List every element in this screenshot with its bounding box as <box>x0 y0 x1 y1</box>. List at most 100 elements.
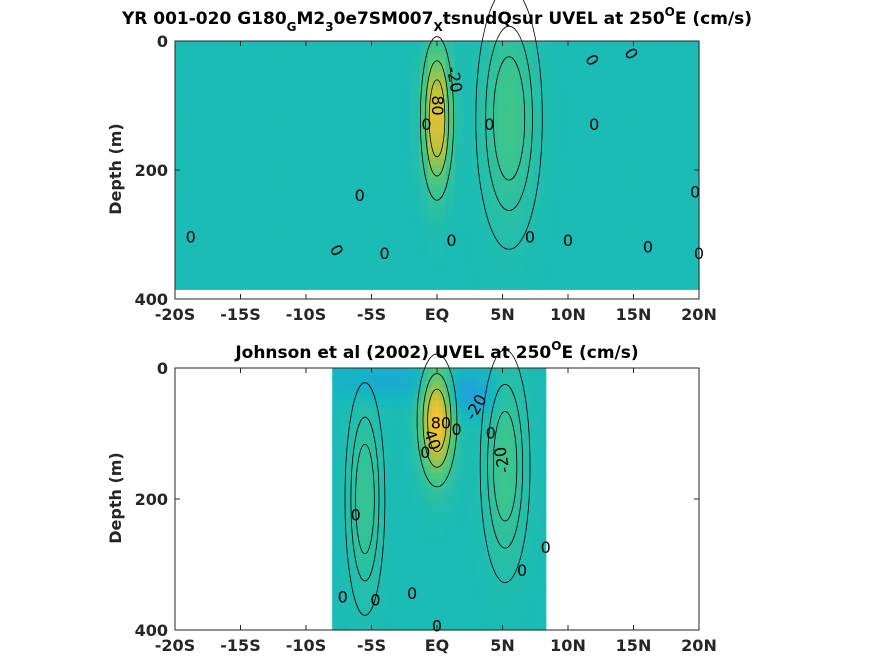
heatmap-cell <box>538 518 543 526</box>
heatmap-cell <box>357 413 362 421</box>
heatmap-cell <box>471 252 482 259</box>
heatmap-cell <box>335 590 340 598</box>
heatmap-cell <box>481 623 486 631</box>
heatmap-cell <box>201 84 211 92</box>
heatmap-cell <box>371 459 376 467</box>
contour-label: 0 <box>186 228 196 247</box>
heatmap-cell <box>456 603 461 611</box>
heatmap-cell <box>384 96 394 104</box>
heatmap-cell <box>585 270 595 278</box>
heatmap-cell <box>524 283 534 290</box>
heatmap-cell <box>262 264 272 272</box>
heatmap-cell <box>314 96 325 104</box>
heatmap-cell <box>421 616 426 625</box>
heatmap-cell <box>474 446 479 454</box>
heatmap-cell <box>533 190 543 197</box>
heatmap-cell <box>192 59 202 67</box>
heatmap-cell <box>559 202 569 210</box>
heatmap-cell <box>244 140 255 148</box>
heatmap-cell <box>438 466 444 474</box>
heatmap-cell <box>602 41 613 48</box>
heatmap-cell <box>410 127 421 135</box>
heatmap-cell <box>524 190 534 197</box>
heatmap-cell <box>480 152 490 160</box>
heatmap-cell <box>389 603 394 611</box>
heatmap-cell <box>517 387 522 395</box>
heatmap-cell <box>392 426 397 435</box>
heatmap-cell <box>541 127 552 135</box>
heatmap-cell <box>568 127 578 135</box>
heatmap-cell <box>410 239 421 247</box>
heatmap-cell <box>594 146 604 154</box>
heatmap-cell <box>410 518 415 526</box>
heatmap-cell <box>428 538 433 546</box>
heatmap-cell <box>332 479 337 487</box>
contour-label: 0 <box>541 538 551 557</box>
heatmap-cell <box>489 146 499 154</box>
heatmap-cell <box>431 551 437 559</box>
heatmap-cell <box>236 283 246 290</box>
heatmap-cell <box>371 551 376 559</box>
heatmap-cell <box>446 590 451 598</box>
heatmap-cell <box>358 208 368 216</box>
heatmap-cell <box>503 459 508 467</box>
heatmap-cell <box>236 221 246 228</box>
heatmap-cell <box>297 214 307 222</box>
contour-line <box>344 382 386 616</box>
heatmap-cell <box>424 525 429 533</box>
heatmap-cell <box>392 590 397 598</box>
heatmap-cell <box>262 127 272 135</box>
heatmap-cell <box>306 264 316 272</box>
heatmap-cell <box>690 152 700 160</box>
heatmap-cell <box>467 374 472 382</box>
heatmap-cell <box>349 214 359 222</box>
heatmap-cell <box>417 610 422 618</box>
heatmap-cell <box>568 177 578 185</box>
heatmap-cell <box>681 264 691 272</box>
heatmap-cell <box>367 252 377 259</box>
heatmap-cell <box>620 146 630 154</box>
heatmap-cell <box>382 505 387 513</box>
heatmap-cell <box>253 183 263 191</box>
heatmap-cell <box>542 407 547 415</box>
heatmap-cell <box>403 584 408 592</box>
heatmap-cell <box>481 544 486 552</box>
heatmap-cell <box>460 420 465 428</box>
heatmap-cell <box>332 518 337 526</box>
heatmap-cell <box>297 127 307 135</box>
heatmap-cell <box>183 72 194 79</box>
heatmap-cell <box>417 623 422 631</box>
heatmap-cell <box>367 479 372 487</box>
heatmap-cell <box>531 610 536 618</box>
heatmap-cell <box>467 577 472 585</box>
heatmap-cell <box>262 72 272 79</box>
heatmap-cell <box>585 84 595 92</box>
heatmap-cell <box>480 84 490 92</box>
heatmap-cell <box>428 276 438 284</box>
heatmap-cell <box>602 208 613 216</box>
heatmap-cell <box>209 202 220 210</box>
heatmap-cell <box>481 446 486 454</box>
heatmap-cell <box>637 165 648 172</box>
heatmap-cell <box>358 84 368 92</box>
heatmap-cell <box>339 368 344 376</box>
heatmap-cell <box>485 590 490 598</box>
heatmap-cell <box>524 109 534 117</box>
heatmap-cell <box>175 239 185 247</box>
heatmap-cell <box>340 252 351 259</box>
heatmap-cell <box>175 190 185 197</box>
heatmap-cell <box>531 571 536 579</box>
heatmap-cell <box>209 78 220 86</box>
heatmap-cell <box>339 426 344 435</box>
heatmap-cell <box>375 134 386 141</box>
heatmap-cell <box>271 53 281 61</box>
heatmap-cell <box>531 544 536 552</box>
heatmap-cell <box>445 53 456 61</box>
heatmap-cell <box>392 381 397 389</box>
heatmap-cell <box>646 53 656 61</box>
heatmap-cell <box>364 433 369 441</box>
heatmap-cell <box>517 374 522 382</box>
heatmap-cell <box>515 140 525 148</box>
heatmap-cell <box>262 109 272 117</box>
heatmap-cell <box>424 544 429 552</box>
